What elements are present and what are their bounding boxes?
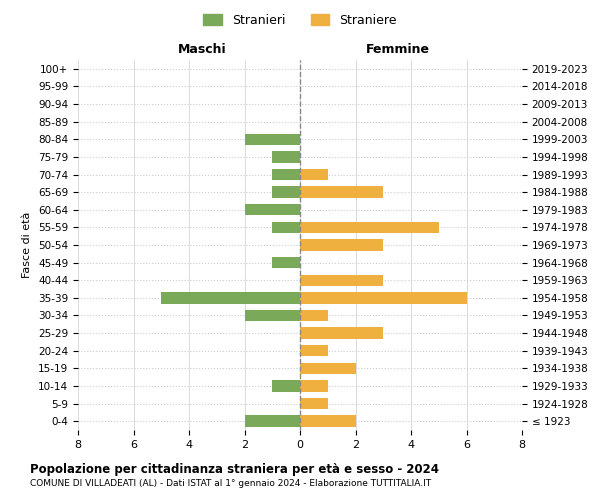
Bar — [300, 380, 328, 392]
Text: COMUNE DI VILLADEATI (AL) - Dati ISTAT al 1° gennaio 2024 - Elaborazione TUTTITA: COMUNE DI VILLADEATI (AL) - Dati ISTAT a… — [30, 479, 431, 488]
Bar — [245, 204, 300, 216]
Bar — [300, 398, 328, 409]
Bar — [300, 416, 355, 427]
Bar — [272, 169, 300, 180]
Text: Maschi: Maschi — [178, 44, 227, 57]
Bar — [245, 416, 300, 427]
Bar — [300, 292, 467, 304]
Bar — [300, 274, 383, 286]
Bar — [245, 134, 300, 145]
Bar — [272, 151, 300, 162]
Bar — [272, 380, 300, 392]
Text: Femmine: Femmine — [365, 44, 430, 57]
Bar — [272, 222, 300, 233]
Bar — [300, 186, 383, 198]
Y-axis label: Fasce di età: Fasce di età — [22, 212, 32, 278]
Bar — [300, 345, 328, 356]
Bar — [300, 328, 383, 339]
Legend: Stranieri, Straniere: Stranieri, Straniere — [198, 8, 402, 32]
Bar — [300, 362, 355, 374]
Bar — [300, 310, 328, 321]
Bar — [300, 222, 439, 233]
Bar — [300, 240, 383, 250]
Bar — [300, 169, 328, 180]
Bar — [245, 310, 300, 321]
Text: Popolazione per cittadinanza straniera per età e sesso - 2024: Popolazione per cittadinanza straniera p… — [30, 462, 439, 475]
Bar — [272, 257, 300, 268]
Bar — [161, 292, 300, 304]
Bar — [272, 186, 300, 198]
